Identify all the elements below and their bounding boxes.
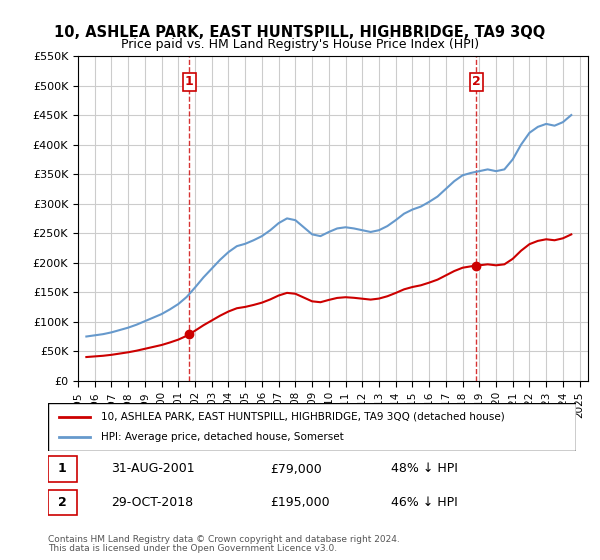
Text: 46% ↓ HPI: 46% ↓ HPI xyxy=(391,496,458,509)
Text: 1: 1 xyxy=(58,463,67,475)
Text: Contains HM Land Registry data © Crown copyright and database right 2024.: Contains HM Land Registry data © Crown c… xyxy=(48,535,400,544)
Text: £79,000: £79,000 xyxy=(270,463,322,475)
Text: HPI: Average price, detached house, Somerset: HPI: Average price, detached house, Some… xyxy=(101,432,344,442)
Text: 10, ASHLEA PARK, EAST HUNTSPILL, HIGHBRIDGE, TA9 3QQ: 10, ASHLEA PARK, EAST HUNTSPILL, HIGHBRI… xyxy=(55,25,545,40)
Text: £195,000: £195,000 xyxy=(270,496,329,509)
Text: 10, ASHLEA PARK, EAST HUNTSPILL, HIGHBRIDGE, TA9 3QQ (detached house): 10, ASHLEA PARK, EAST HUNTSPILL, HIGHBRI… xyxy=(101,412,505,422)
Text: 29-OCT-2018: 29-OCT-2018 xyxy=(112,496,193,509)
FancyBboxPatch shape xyxy=(48,490,77,515)
Text: This data is licensed under the Open Government Licence v3.0.: This data is licensed under the Open Gov… xyxy=(48,544,337,553)
Text: 2: 2 xyxy=(472,76,481,88)
Text: 1: 1 xyxy=(185,76,194,88)
Text: 2: 2 xyxy=(58,496,67,509)
Text: 31-AUG-2001: 31-AUG-2001 xyxy=(112,463,195,475)
FancyBboxPatch shape xyxy=(48,403,576,451)
FancyBboxPatch shape xyxy=(48,456,77,482)
Text: Price paid vs. HM Land Registry's House Price Index (HPI): Price paid vs. HM Land Registry's House … xyxy=(121,38,479,51)
Text: 48% ↓ HPI: 48% ↓ HPI xyxy=(391,463,458,475)
